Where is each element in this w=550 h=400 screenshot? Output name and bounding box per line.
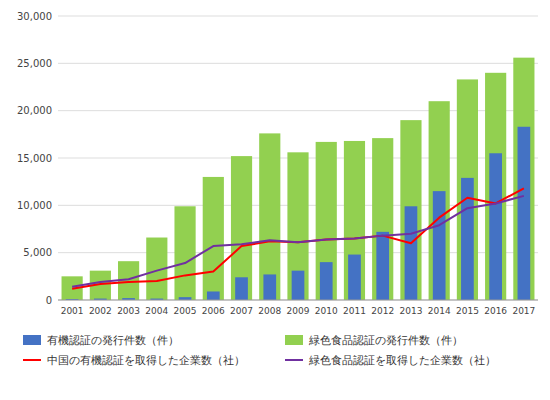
legend-swatch xyxy=(285,359,303,361)
bar-series xyxy=(66,127,530,300)
x-tick-label: 2014 xyxy=(428,306,451,316)
grid-line xyxy=(58,63,538,64)
bar xyxy=(372,138,393,300)
grid-line xyxy=(58,300,538,301)
bar xyxy=(259,133,280,300)
legend-label: 中国の有機認証を取得した企業数（社） xyxy=(47,354,245,367)
bar xyxy=(207,291,220,300)
legend-swatch xyxy=(23,335,41,345)
bar xyxy=(174,206,195,300)
chart: 0 5,000 10,000 15,000 20,000 25,000 30,000 2001… xyxy=(0,0,550,400)
x-tick-label: 2005 xyxy=(174,306,197,316)
legend-label: 有機認証の発行件数（件） xyxy=(47,334,179,347)
bar xyxy=(513,58,534,300)
y-tick-label: 5,000 xyxy=(23,247,52,258)
legend-item: 有機認証の発行件数（件） xyxy=(23,334,179,347)
bar xyxy=(518,127,531,300)
grid-line xyxy=(58,16,538,17)
bar xyxy=(235,277,248,300)
bar xyxy=(485,73,506,300)
bar xyxy=(433,191,446,300)
bar xyxy=(376,232,389,300)
bar xyxy=(344,141,365,300)
x-tick-label: 2011 xyxy=(343,306,366,316)
x-tick-label: 2012 xyxy=(371,306,394,316)
bar-series xyxy=(62,58,535,300)
legend-swatch xyxy=(23,359,41,361)
legend-item: 緑色食品認証を取得した企業数（社） xyxy=(285,354,496,367)
legend: 有機認証の発行件数（件） 緑色食品認証の発行件数（件） 中国の有機認証を取得した企業… xyxy=(23,334,496,367)
y-axis: 0 5,000 10,000 15,000 20,000 25,000 30,000 xyxy=(17,11,538,306)
bar xyxy=(203,177,224,300)
x-tick-label: 2001 xyxy=(61,306,84,316)
line xyxy=(72,196,524,287)
bar xyxy=(429,101,450,300)
x-tick-label: 2016 xyxy=(484,306,507,316)
y-tick-label: 15,000 xyxy=(17,153,52,164)
bar xyxy=(320,262,333,300)
line xyxy=(72,188,524,288)
x-tick-label: 2002 xyxy=(89,306,112,316)
legend-item: 中国の有機認証を取得した企業数（社） xyxy=(23,354,245,367)
legend-swatch xyxy=(285,335,303,345)
x-tick-label: 2004 xyxy=(145,306,168,316)
legend-label: 緑色食品認証の発行件数（件） xyxy=(308,334,463,347)
bar xyxy=(316,142,337,300)
x-tick-label: 2009 xyxy=(287,306,310,316)
x-tick-label: 2003 xyxy=(117,306,140,316)
bar xyxy=(461,178,474,300)
legend-item: 緑色食品認証の発行件数（件） xyxy=(285,334,463,347)
bar xyxy=(457,79,478,300)
bar xyxy=(263,274,276,300)
x-axis-line xyxy=(58,300,538,301)
plot-area xyxy=(62,58,535,300)
legend-label: 緑色食品認証を取得した企業数（社） xyxy=(308,354,496,367)
bar xyxy=(348,255,361,300)
bar xyxy=(405,206,418,300)
x-tick-label: 2015 xyxy=(456,306,479,316)
x-axis: 2001 2002 2003 2004 2005 2006 2007 2008 2009 2010… xyxy=(58,300,538,316)
x-tick-label: 2013 xyxy=(399,306,422,316)
y-tick-label: 20,000 xyxy=(17,105,52,116)
x-tick-label: 2006 xyxy=(202,306,225,316)
y-tick-label: 0 xyxy=(46,295,52,306)
x-tick-label: 2017 xyxy=(512,306,535,316)
y-tick-label: 10,000 xyxy=(17,200,52,211)
bar xyxy=(292,271,305,300)
bar xyxy=(400,120,421,300)
x-tick-label: 2010 xyxy=(315,306,338,316)
y-tick-label: 25,000 xyxy=(17,58,52,69)
bar xyxy=(287,152,308,300)
bar xyxy=(489,153,502,300)
y-tick-label: 30,000 xyxy=(17,11,52,22)
x-tick-label: 2007 xyxy=(230,306,253,316)
bar xyxy=(231,156,252,300)
x-tick-label: 2008 xyxy=(258,306,281,316)
